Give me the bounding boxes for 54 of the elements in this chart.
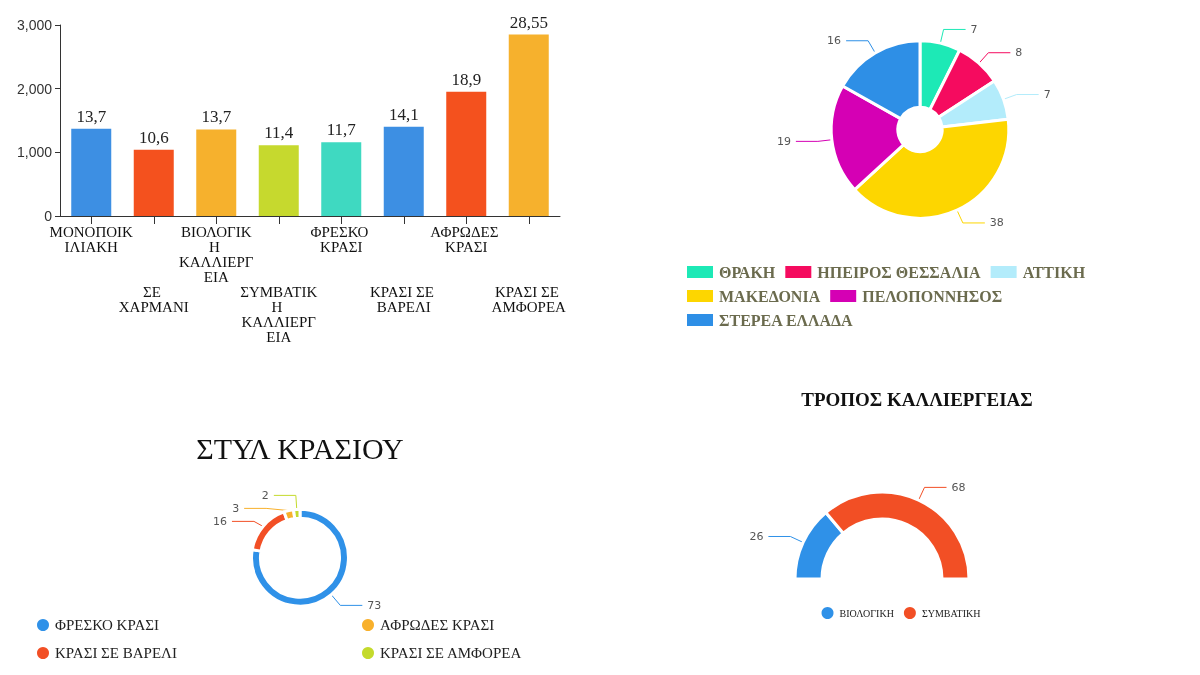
y-tick-label: 1,000 [16, 144, 53, 161]
data-label: 26 [749, 529, 764, 543]
annotation: 18,9 [451, 69, 482, 89]
annotation: 11,7 [326, 120, 357, 140]
y-tick-label: 3,000 [16, 17, 53, 33]
legend-label: ΦΡΕΣΚΟ ΚΡΑΣΙ [55, 617, 159, 633]
x-tick-label: ΜΟΝΟΠΟΙΚΙΛΙΑΚΗ [49, 223, 134, 255]
annotation: 10,6 [138, 127, 169, 147]
x-tick-label: ΣΥΜΒΑΤΙΚΗ ΚΑΛΛΙΕΡΓΕΙΑ [240, 283, 318, 345]
bar [508, 34, 549, 216]
bar [321, 142, 362, 216]
x-tick-label: ΚΡΑΣΙ ΣΕ ΑΜΦΟΡΕΑ [491, 283, 567, 315]
legend-label: ΘΡΑΚΗ [719, 263, 776, 281]
data-label: 7 [1043, 88, 1051, 102]
annotation: 28,55 [509, 12, 548, 32]
chart-title: ΣΤΥΛ ΚΡΑΣΙΟΥ [196, 431, 404, 465]
legend-label: ΠΕΛΟΠΟΝΝΗΣΟΣ [862, 287, 1003, 305]
data-label: 19 [776, 134, 791, 148]
bar [446, 91, 487, 216]
legend-label: ΚΡΑΣΙ ΣΕ ΒΑΡΕΛΙ [55, 645, 177, 661]
bar [196, 129, 237, 216]
bar [383, 126, 424, 216]
bar [133, 149, 174, 216]
annotation: 11,4 [264, 123, 294, 143]
annotation: 13,7 [76, 106, 107, 126]
legend-label: ΑΤΤΙΚΗ [1022, 263, 1086, 281]
data-label: 16 [212, 514, 227, 528]
y-tick-label: 0 [44, 208, 53, 224]
legend-label: ΒΙΟΛΟΓΙΚΗ [839, 607, 894, 619]
annotation: 14,1 [388, 104, 419, 124]
data-label: 68 [951, 480, 966, 494]
x-tick-label: ΦΡΕΣΚΟ ΚΡΑΣΙ [310, 223, 373, 255]
y-tick-label: 2,000 [16, 80, 53, 97]
data-label: 73 [367, 598, 382, 612]
annotation: 13,7 [201, 107, 232, 127]
legend-label: ΗΠΕΙΡΟΣ ΘΕΣΣΑΛΙΑ [817, 263, 982, 281]
bar [258, 145, 299, 216]
data-label: 38 [989, 216, 1004, 230]
data-label: 16 [827, 34, 842, 48]
bar [71, 128, 112, 216]
chart-title: ΤΡΟΠΟΣ ΚΑΛΛΙΕΡΓΕΙΑΣ [801, 389, 1033, 410]
x-tick-label: ΣΕ ΧΑΡΜΑΝΙ [118, 283, 189, 315]
legend-label: ΑΦΡΩΔΕΣ ΚΡΑΣΙ [380, 617, 495, 633]
data-label: 7 [970, 22, 978, 36]
legend-label: ΣΥΜΒΑΤΙΚΗ [921, 607, 981, 619]
data-label: 3 [232, 501, 240, 515]
legend-label: ΜΑΚΕΔΟΝΙΑ [719, 287, 821, 305]
legend-label: ΣΤΕΡΕΑ ΕΛΛΑΔΑ [719, 311, 854, 329]
x-tick-label: ΒΙΟΛΟΓΙΚΗ ΚΑΛΛΙΕΡΓΕΙΑ [178, 223, 254, 285]
x-tick-label: ΑΦΡΩΔΕΣ ΚΡΑΣΙ [430, 223, 503, 255]
legend-label: ΚΡΑΣΙ ΣΕ ΑΜΦΟΡΕΑ [380, 645, 522, 661]
data-label: 2 [261, 488, 269, 502]
x-tick-label: ΚΡΑΣΙ ΣΕ ΒΑΡΕΛΙ [369, 283, 438, 315]
data-label: 8 [1015, 46, 1023, 60]
